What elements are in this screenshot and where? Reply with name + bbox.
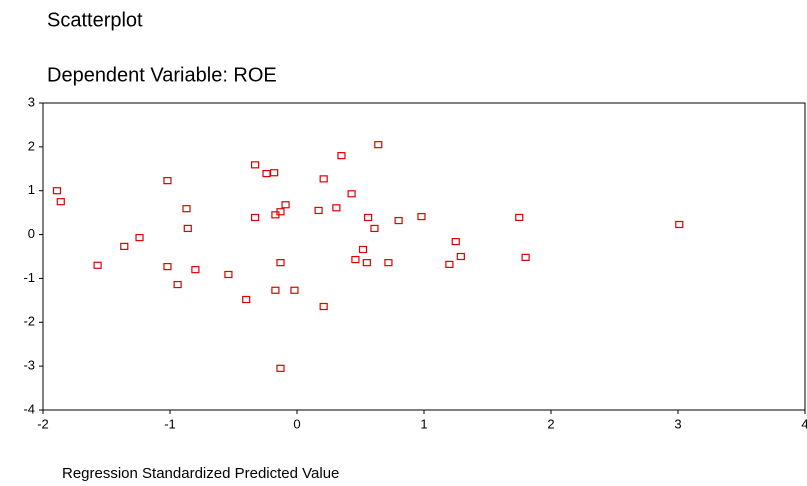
y-tick-label: -2: [23, 314, 35, 329]
point: [314, 206, 323, 215]
point: [362, 259, 371, 267]
point: [456, 252, 465, 261]
point: [191, 266, 200, 274]
y-tick-label: -3: [23, 358, 35, 373]
point: [163, 177, 172, 185]
point: [262, 170, 271, 178]
point: [374, 141, 383, 149]
point: [384, 259, 393, 267]
chart-title: Scatterplot: [47, 9, 143, 31]
plot-frame: [42, 102, 806, 411]
point: [347, 190, 356, 198]
point: [56, 198, 65, 206]
y-tick-label: 2: [28, 138, 35, 153]
point: [451, 237, 460, 246]
point: [163, 262, 172, 271]
x-tick-label: 3: [674, 416, 681, 431]
point: [183, 224, 192, 233]
point: [224, 270, 233, 279]
point: [337, 152, 346, 160]
y-tick-label: 0: [28, 226, 35, 241]
x-tick-label: 4: [801, 416, 807, 431]
point: [417, 212, 426, 221]
x-tick-label: 2: [547, 416, 554, 431]
y-tick-label: 3: [28, 94, 35, 109]
point: [358, 245, 368, 254]
point: [250, 213, 260, 222]
point: [242, 295, 251, 304]
point: [290, 286, 299, 294]
point: [515, 213, 524, 222]
y-tick-label: 1: [28, 182, 35, 197]
point: [675, 220, 684, 229]
x-axis-label: Regression Standardized Predicted Value: [62, 465, 339, 482]
point: [319, 175, 328, 183]
x-tick-label: -2: [37, 416, 49, 431]
point: [271, 286, 280, 294]
point: [281, 201, 290, 209]
point: [394, 216, 403, 225]
point: [370, 224, 379, 233]
chart-subtitle: Dependent Variable: ROE: [47, 64, 277, 86]
point: [173, 280, 182, 289]
x-tick-label: -1: [164, 416, 176, 431]
point: [270, 169, 279, 177]
point: [276, 259, 285, 267]
point: [182, 205, 191, 213]
point: [351, 255, 360, 264]
point: [93, 261, 102, 269]
x-tick-label: 1: [420, 416, 427, 431]
point: [521, 253, 530, 261]
point: [276, 364, 285, 372]
y-tick-label: -4: [23, 401, 35, 416]
point: [445, 260, 454, 268]
point: [135, 234, 144, 242]
x-tick-label: 0: [293, 416, 300, 431]
y-tick-label: -1: [23, 270, 35, 285]
point: [250, 161, 260, 169]
point: [364, 213, 373, 222]
point: [120, 242, 129, 251]
point: [276, 208, 285, 216]
point: [332, 204, 341, 212]
point: [319, 302, 328, 311]
point: [52, 187, 62, 195]
